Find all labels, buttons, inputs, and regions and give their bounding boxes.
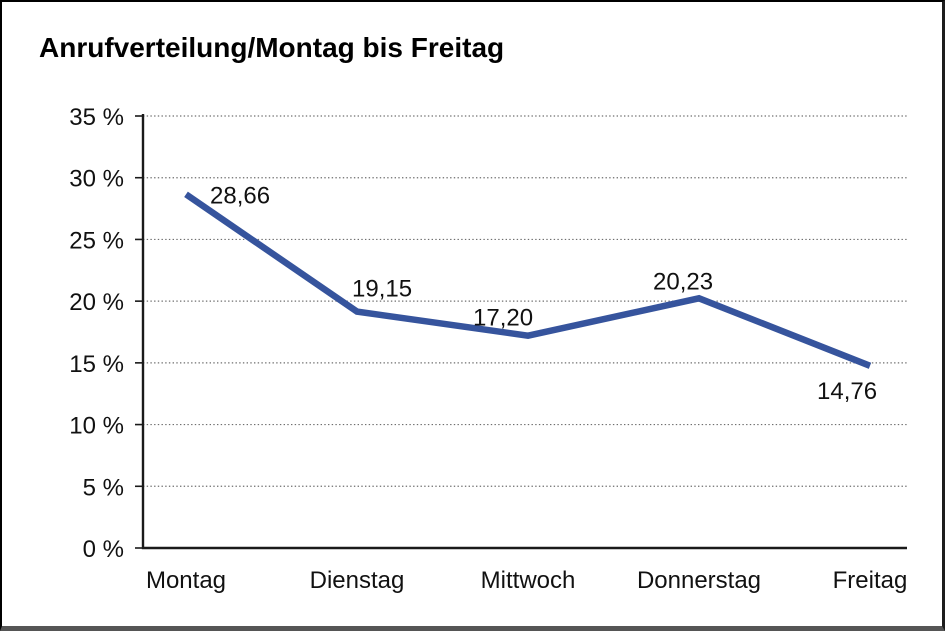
x-axis-label: Donnerstag xyxy=(637,567,761,594)
y-axis-label: 15 % xyxy=(69,351,124,378)
y-axis-label: 0 % xyxy=(83,536,124,563)
chart-title: Anrufverteilung/Montag bis Freitag xyxy=(39,32,505,63)
y-axis-label: 10 % xyxy=(69,413,124,440)
y-axis-label: 25 % xyxy=(69,227,124,254)
y-axis-label: 35 % xyxy=(69,104,124,131)
x-axis-label: Mittwoch xyxy=(481,567,576,594)
data-point-label: 17,20 xyxy=(473,305,533,332)
x-axis-label: Dienstag xyxy=(310,567,405,594)
y-axis-label: 20 % xyxy=(69,289,124,316)
axis-lines xyxy=(141,114,907,550)
x-axis-label: Freitag xyxy=(833,567,908,594)
data-point-label: 20,23 xyxy=(653,268,713,295)
data-point-label: 28,66 xyxy=(210,182,270,209)
data-line xyxy=(184,191,872,369)
data-point-label: 14,76 xyxy=(817,378,877,405)
x-axis-label: Montag xyxy=(146,567,226,594)
data-point-label: 19,15 xyxy=(352,276,412,303)
y-axis-label: 30 % xyxy=(69,166,124,193)
y-axis-label: 5 % xyxy=(83,474,124,501)
